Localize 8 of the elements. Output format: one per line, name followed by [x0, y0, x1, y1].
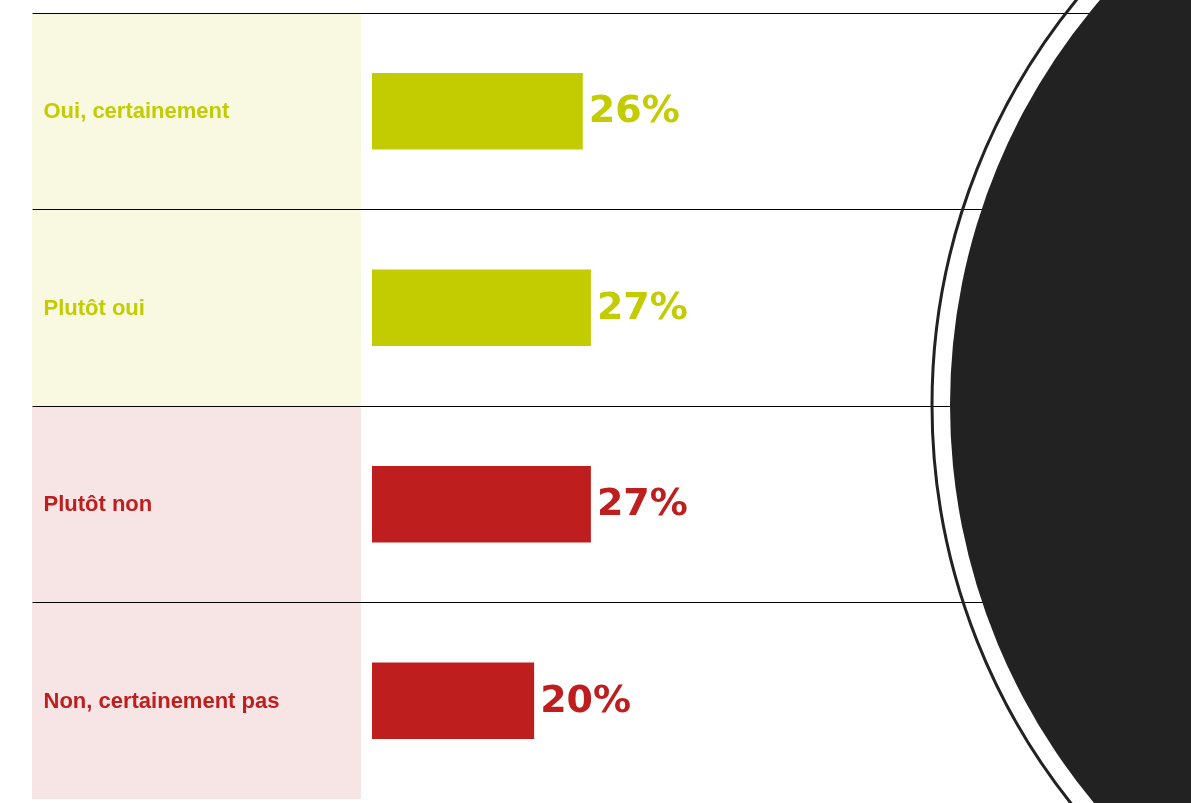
y-tick-label: Plutôt non — [43, 491, 153, 517]
data-label: 27% — [596, 480, 688, 525]
y-tick-label: Plutôt oui — [43, 294, 145, 320]
data-label: 27% — [596, 283, 688, 328]
data-label: 26% — [588, 87, 680, 132]
y-tick-label: Oui, certainement — [43, 98, 230, 124]
data-label: 20% — [540, 676, 632, 721]
y-tick-label: Non, certainement pas — [43, 687, 280, 713]
